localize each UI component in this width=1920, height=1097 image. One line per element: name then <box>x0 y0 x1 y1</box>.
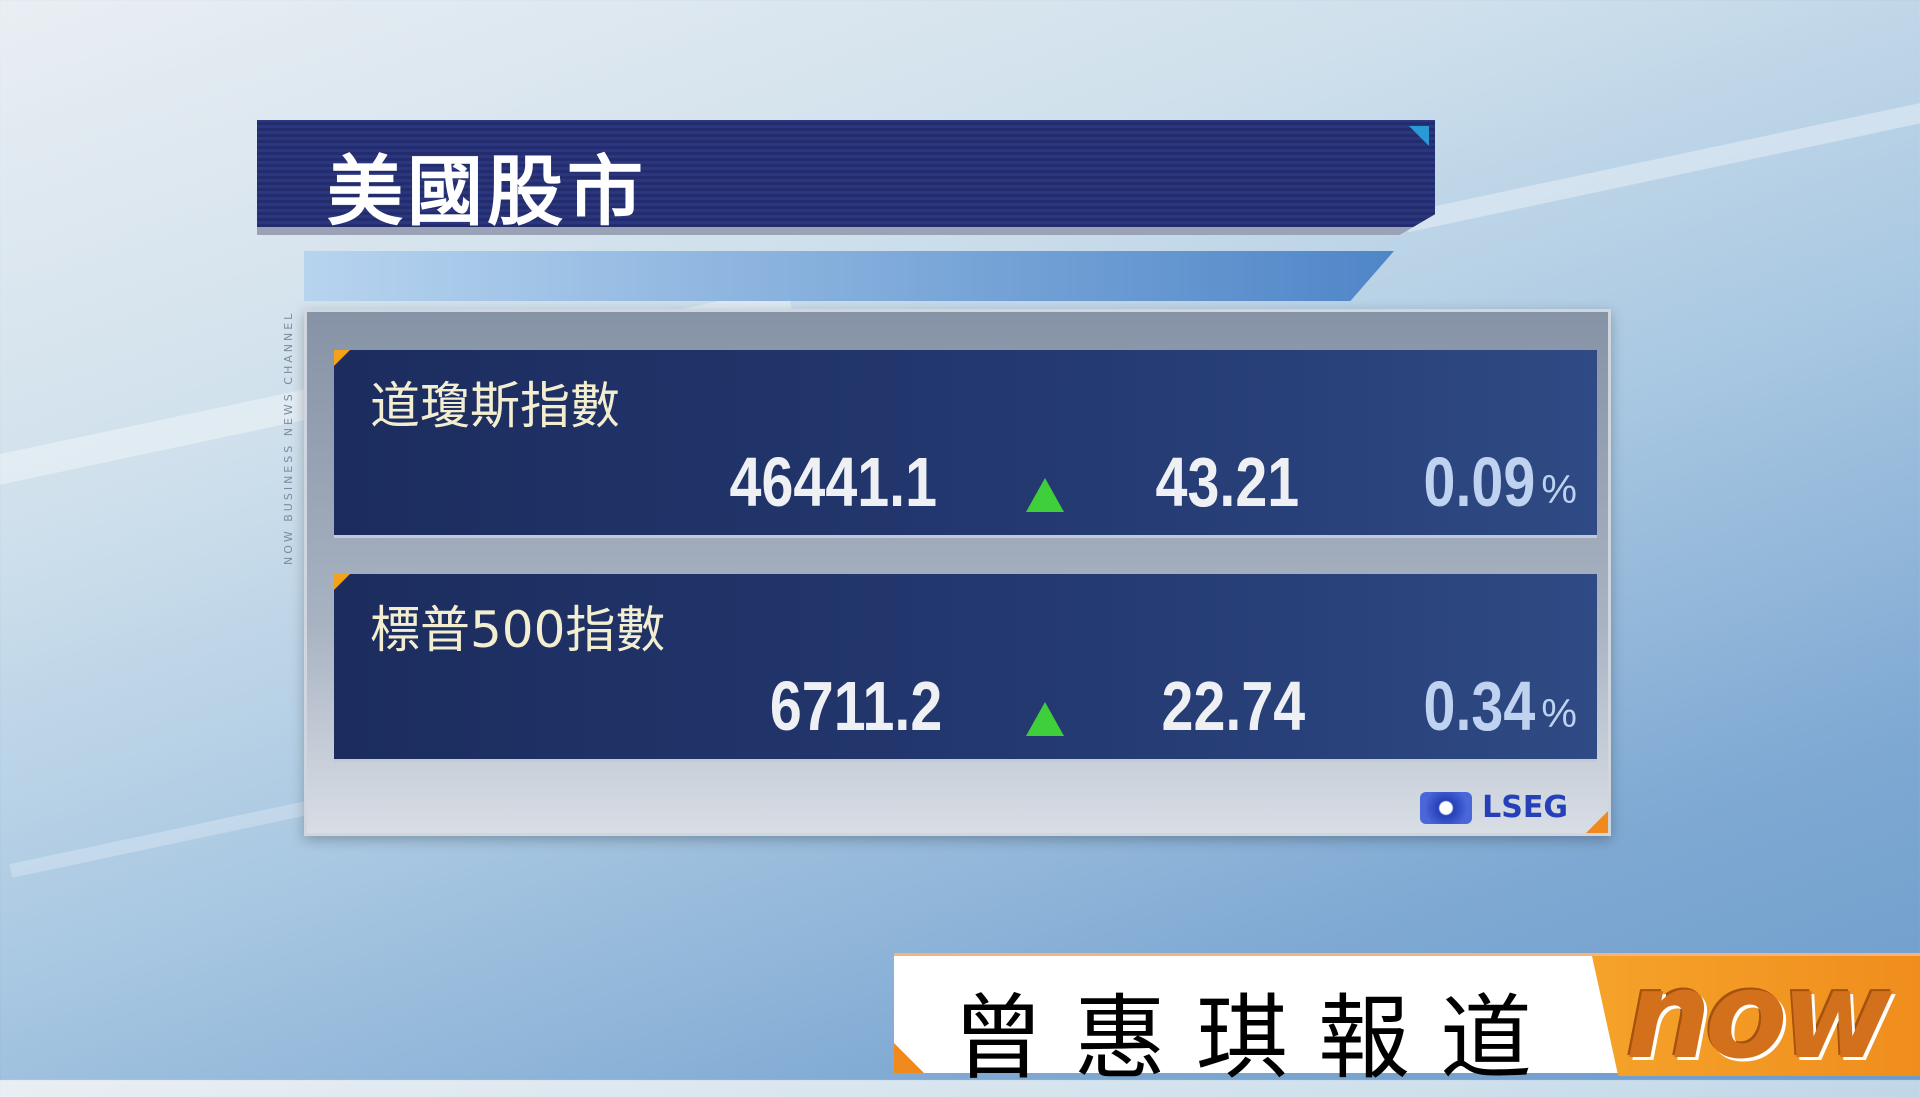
sub-band <box>304 251 1394 301</box>
row-accent <box>334 350 350 366</box>
index-change: 43.21 <box>1155 443 1299 521</box>
index-row-sp500: 標普500指數 6711.2 22.74 0.34 % <box>334 574 1597 762</box>
index-value: 46441.1 <box>729 443 937 521</box>
reporter-credit: 曾惠琪報道 <box>952 985 1563 1092</box>
corner-accent <box>1409 126 1429 146</box>
title-bar: 美國股市 <box>257 120 1435 235</box>
channel-side-label: NOW BUSINESS NEWS CHANNEL <box>282 310 295 565</box>
banner-accent <box>894 1043 924 1073</box>
index-name: 標普500指數 <box>370 601 666 659</box>
index-percent: 0.34 <box>1423 667 1535 745</box>
index-panel: 道瓊斯指數 46441.1 43.21 0.09 % 標普500指數 6711.… <box>304 309 1611 836</box>
source-label: LSEG <box>1482 790 1568 825</box>
percent-sign: % <box>1541 468 1577 512</box>
index-row-dow: 道瓊斯指數 46441.1 43.21 0.09 % <box>334 350 1597 538</box>
up-arrow-icon <box>1026 478 1064 512</box>
row-accent <box>334 574 350 590</box>
index-name: 道瓊斯指數 <box>370 377 620 435</box>
up-arrow-icon <box>1026 702 1064 736</box>
index-change: 22.74 <box>1161 667 1305 745</box>
page-title: 美國股市 <box>327 147 647 236</box>
now-logo: now <box>1592 956 1920 1076</box>
index-percent: 0.09 <box>1423 443 1535 521</box>
percent-sign: % <box>1541 692 1577 736</box>
reporter-banner: 曾惠琪報道 now <box>894 953 1920 1092</box>
index-value: 6711.2 <box>769 667 942 745</box>
lseg-crest-icon <box>1420 791 1473 824</box>
source-logo: LSEG <box>1420 790 1568 825</box>
corner-accent <box>1586 811 1608 833</box>
